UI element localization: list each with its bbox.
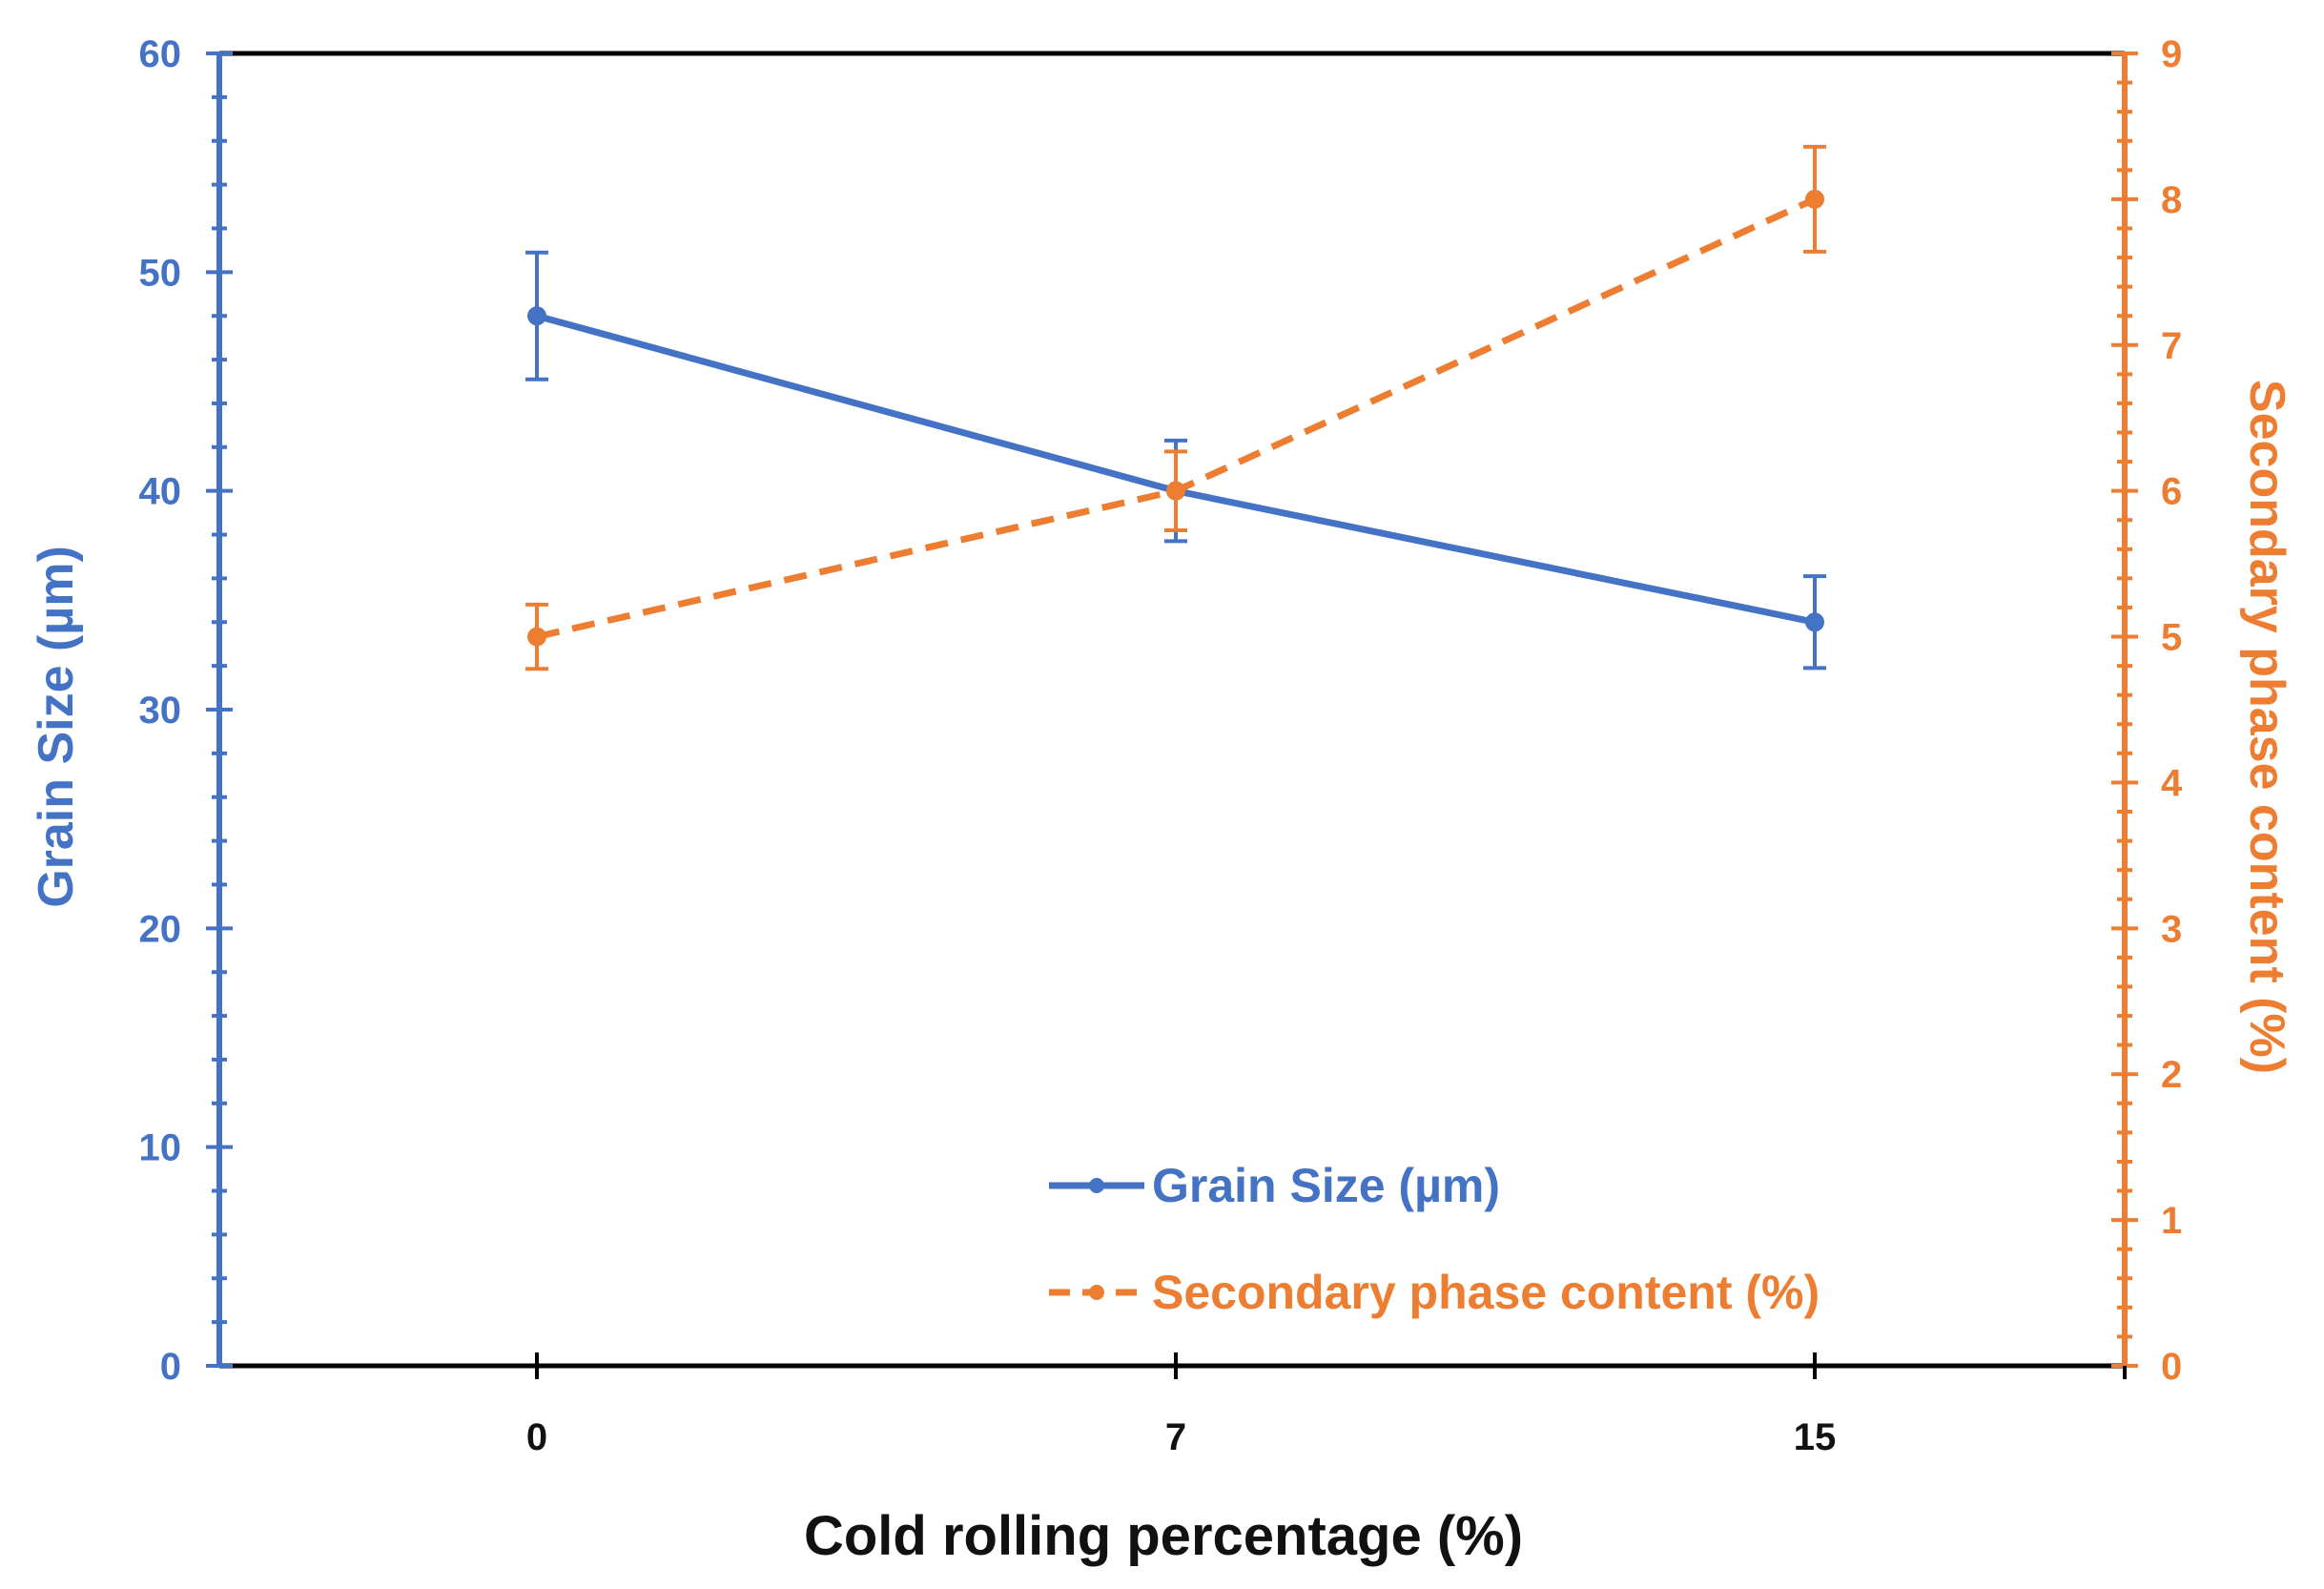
left-tick-label: 30 bbox=[139, 690, 182, 732]
data-point bbox=[527, 306, 546, 326]
left-tick-label: 60 bbox=[139, 33, 182, 75]
data-point bbox=[1166, 481, 1185, 501]
left-tick-label: 20 bbox=[139, 908, 182, 950]
right-tick-label: 3 bbox=[2161, 908, 2182, 950]
right-tick-label: 0 bbox=[2161, 1346, 2182, 1388]
right-tick-label: 8 bbox=[2161, 179, 2182, 221]
data-point bbox=[1805, 189, 1824, 209]
right-tick-label: 1 bbox=[2161, 1200, 2182, 1242]
data-point bbox=[1805, 612, 1824, 632]
right-axis-title: Secondary phase content (%) bbox=[2239, 380, 2294, 1074]
series-group bbox=[525, 144, 1826, 671]
x-tick-label: 7 bbox=[1165, 1416, 1186, 1458]
left-tick-label: 40 bbox=[139, 471, 182, 513]
right-tick-label: 6 bbox=[2161, 471, 2182, 513]
left-axis-title: Grain Size (µm) bbox=[29, 546, 84, 908]
x-tick-label: 15 bbox=[1794, 1416, 1837, 1458]
legend-item-secondary-phase: Secondary phase content (%) bbox=[1049, 1266, 1820, 1319]
series-secondary-phase bbox=[525, 144, 1826, 671]
data-point bbox=[527, 627, 546, 647]
right-tick-label: 9 bbox=[2161, 33, 2182, 75]
legend: Grain Size (µm) Secondary phase content … bbox=[1049, 1159, 1820, 1319]
axes: 0 10 20 30 40 50 60 0 1 2 3 4 5 6 7 8 9 0 7 15 bbox=[139, 33, 2184, 1458]
legend-label-secondary-phase: Secondary phase content (%) bbox=[1152, 1266, 1820, 1319]
right-tick-label: 7 bbox=[2161, 325, 2182, 367]
right-tick-label: 5 bbox=[2161, 617, 2182, 659]
left-tick-label: 0 bbox=[160, 1346, 181, 1388]
x-axis-title: Cold rolling percentage (%) bbox=[804, 1505, 1523, 1567]
x-tick-label: 0 bbox=[526, 1416, 547, 1458]
right-tick-label: 4 bbox=[2161, 762, 2183, 804]
left-tick-label: 10 bbox=[139, 1127, 182, 1169]
legend-item-grain-size: Grain Size (µm) bbox=[1049, 1159, 1500, 1212]
legend-marker-secondary-phase bbox=[1089, 1285, 1104, 1300]
series-line bbox=[536, 196, 1817, 640]
legend-marker-grain-size bbox=[1089, 1178, 1104, 1193]
left-tick-label: 50 bbox=[139, 252, 182, 294]
right-tick-label: 2 bbox=[2161, 1054, 2182, 1096]
legend-label-grain-size: Grain Size (µm) bbox=[1152, 1159, 1500, 1212]
